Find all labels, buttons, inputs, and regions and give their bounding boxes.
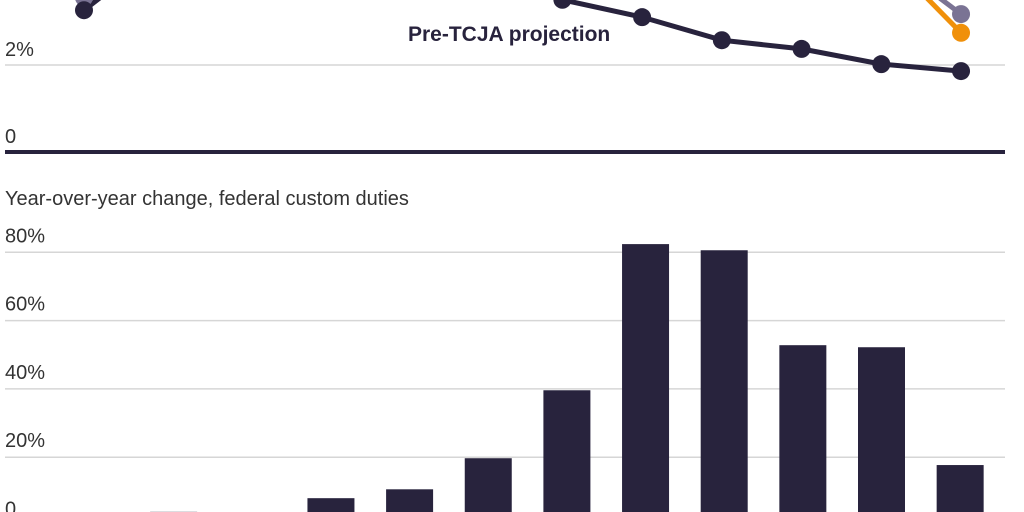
- series-line-segment: [925, 0, 963, 35]
- annotation-pre-tcja: Pre-TCJA projection: [408, 23, 610, 46]
- bar: [936, 465, 984, 512]
- data-point: [633, 8, 652, 27]
- data-point: [792, 39, 811, 58]
- bar-chart-subtitle: Year-over-year change, federal custom du…: [5, 188, 409, 210]
- y-tick-label: 20%: [5, 430, 45, 452]
- data-point: [712, 31, 731, 50]
- series-line: [561, 0, 962, 74]
- data-point: [75, 1, 93, 20]
- bar: [464, 458, 512, 512]
- bar: [307, 498, 355, 512]
- bar: [700, 250, 748, 512]
- bar-chart: 0 20% 40% 60% 80%: [5, 225, 1005, 512]
- data-point: [553, 0, 572, 9]
- line-chart: 0 2%: [5, 0, 1005, 154]
- y-tick-label: 40%: [5, 362, 45, 384]
- bar: [543, 390, 591, 512]
- bar: [622, 244, 670, 512]
- bar: [779, 345, 827, 512]
- data-point: [872, 55, 891, 74]
- y-tick-label: 2%: [5, 39, 34, 61]
- y-tick-label: 0: [5, 499, 16, 512]
- data-point: [952, 23, 971, 42]
- data-point: [952, 62, 971, 81]
- y-tick-label: 80%: [5, 225, 45, 247]
- y-tick-label: 60%: [5, 294, 45, 316]
- bar: [858, 347, 905, 512]
- bar: [386, 489, 434, 512]
- data-point: [952, 5, 971, 24]
- y-tick-label: 0: [5, 126, 16, 148]
